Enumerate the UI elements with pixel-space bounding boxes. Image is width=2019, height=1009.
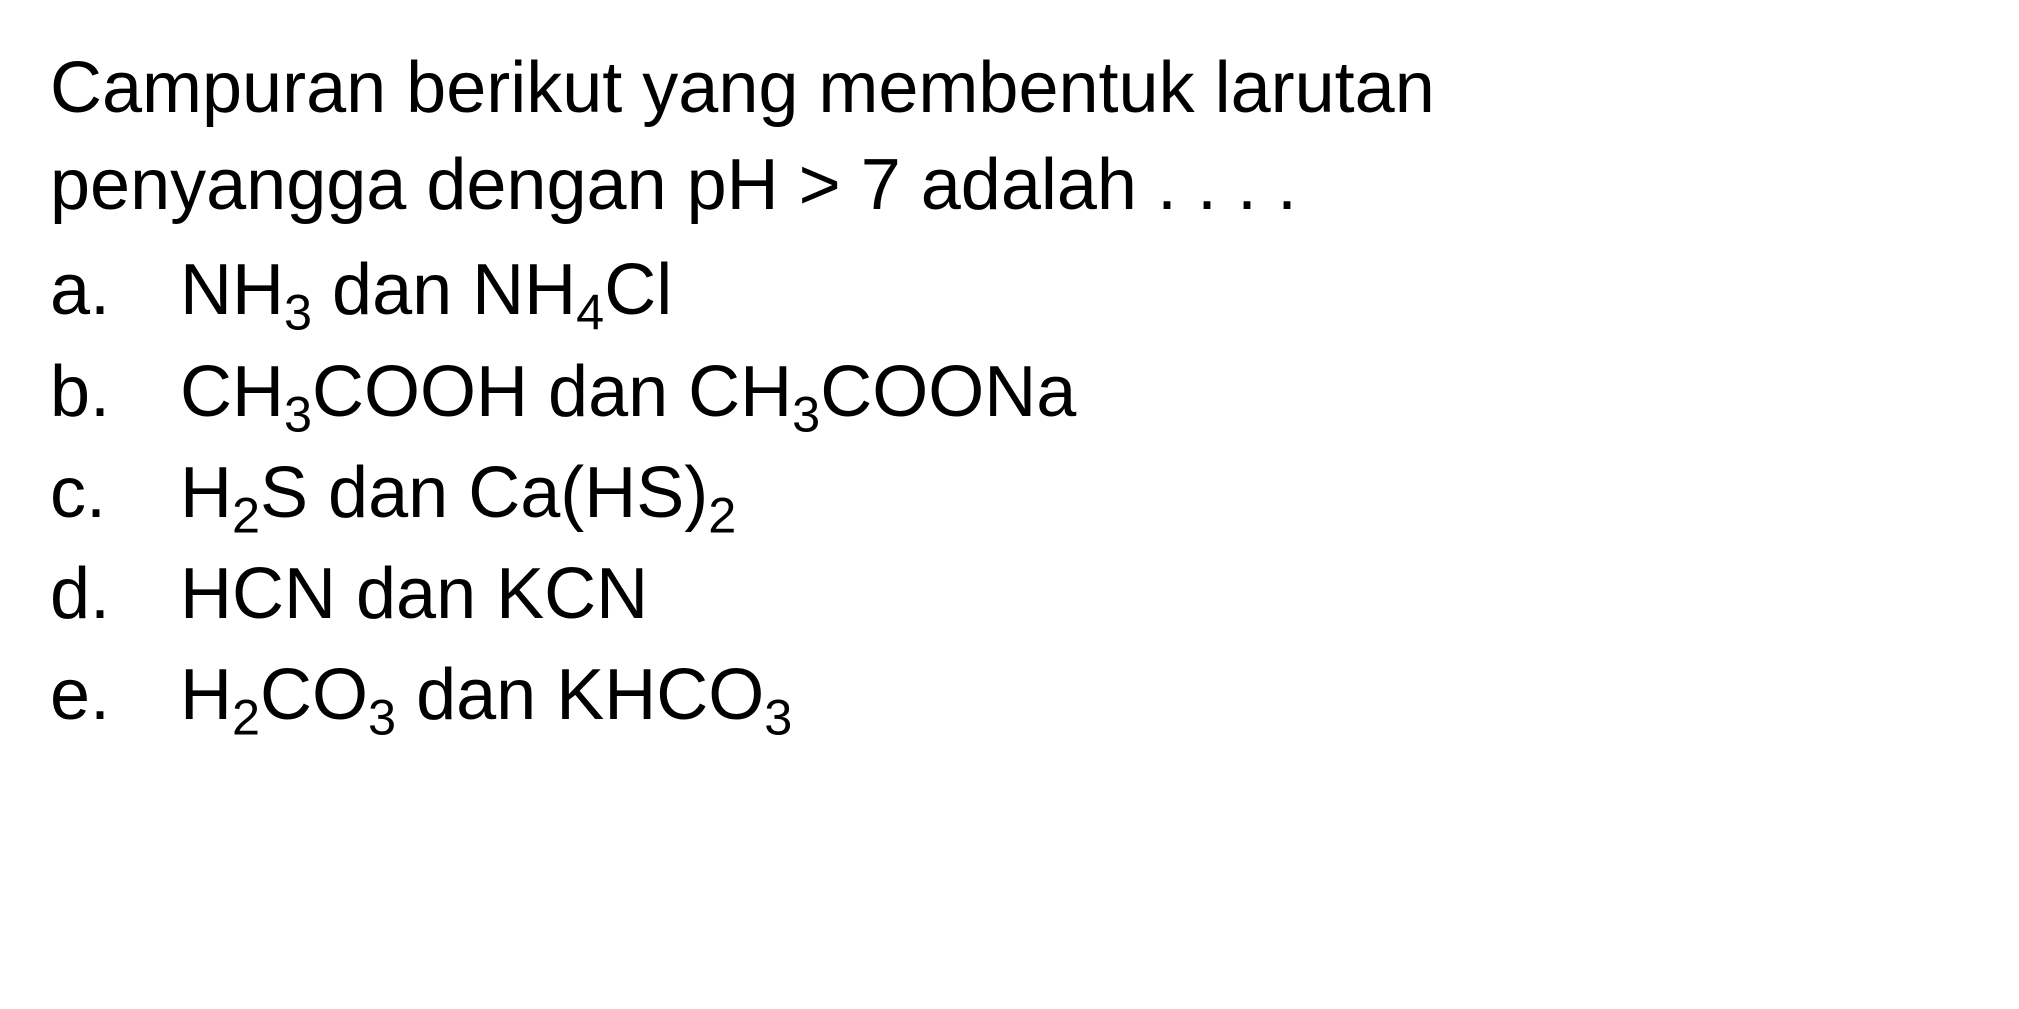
question-container: Campuran berikut yang membentuk larutan … [50,40,1969,744]
option-label-c: c. [50,445,180,542]
subscript: 2 [232,486,260,543]
question-line1: Campuran berikut yang membentuk larutan [50,48,1435,128]
formula-text: dan KHCO [396,655,764,735]
question-line2-suffix: 7 adalah . . . . [841,145,1297,225]
subscript: 2 [232,689,260,746]
subscript: 3 [368,689,396,746]
option-label-e: e. [50,647,180,744]
subscript: 4 [576,284,604,341]
formula-text: Cl [604,250,672,330]
formula-text: H [180,655,232,735]
option-content-e: H2CO3 dan KHCO3 [180,647,1969,744]
formula-text: S dan Ca(HS) [260,453,708,533]
option-c: c. H2S dan Ca(HS)2 [50,445,1969,542]
formula-text: CH [180,352,284,432]
question-text: Campuran berikut yang membentuk larutan … [50,40,1969,234]
option-label-b: b. [50,344,180,441]
formula-text: NH [180,250,284,330]
option-b: b. CH3COOH dan CH3COONa [50,344,1969,441]
option-content-a: NH3 dan NH4Cl [180,242,1969,339]
question-operator: > [799,145,841,225]
formula-text: H [180,453,232,533]
subscript: 3 [764,689,792,746]
option-label-d: d. [50,546,180,643]
option-label-a: a. [50,242,180,339]
formula-text: dan NH [312,250,576,330]
subscript: 3 [284,284,312,341]
option-e: e. H2CO3 dan KHCO3 [50,647,1969,744]
option-content-d: HCN dan KCN [180,546,1969,643]
subscript: 3 [792,385,820,442]
formula-text: COOH dan CH [312,352,792,432]
option-content-c: H2S dan Ca(HS)2 [180,445,1969,542]
option-d: d. HCN dan KCN [50,546,1969,643]
subscript: 2 [708,486,736,543]
option-a: a. NH3 dan NH4Cl [50,242,1969,339]
formula-text: CO [260,655,368,735]
formula-text: COONa [820,352,1076,432]
option-content-b: CH3COOH dan CH3COONa [180,344,1969,441]
question-line2-prefix: penyangga dengan pH [50,145,799,225]
options-list: a. NH3 dan NH4Cl b. CH3COOH dan CH3COONa… [50,242,1969,744]
subscript: 3 [284,385,312,442]
formula-text: HCN dan KCN [180,554,648,634]
